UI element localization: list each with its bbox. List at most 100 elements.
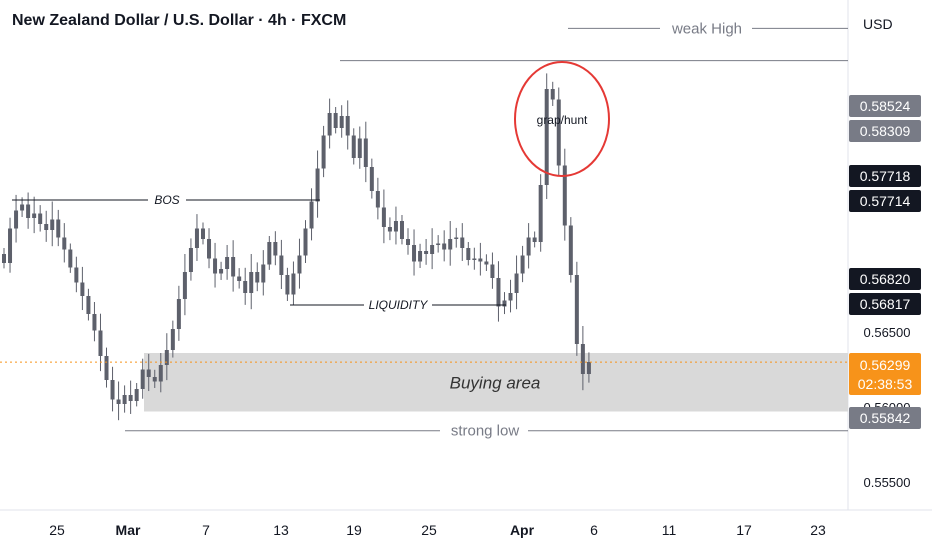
candle [231,240,236,292]
price-tick-label: 0.55500 [864,475,911,490]
candle [194,214,199,261]
buying-area-label: Buying area [450,373,541,392]
candle [38,205,43,232]
level-lines [12,27,848,432]
svg-text:0.57718: 0.57718 [860,168,911,184]
hunt-circle [514,61,610,177]
svg-text:0.58309: 0.58309 [860,123,911,139]
candle [176,285,181,341]
current-price-value: 0.56299 [860,357,911,373]
candle [454,227,459,248]
candle [2,248,6,269]
candle [62,223,67,263]
time-tick-label: 19 [346,522,362,538]
time-tick-label: Mar [116,522,141,538]
candle [586,352,591,383]
candle [255,262,260,292]
time-tick-label: 7 [202,522,210,538]
candle [381,189,386,244]
candle [74,256,79,293]
candle [219,261,224,280]
candle [26,192,31,229]
svg-text:0.56820: 0.56820 [860,271,911,287]
time-tick-label: Apr [510,522,535,538]
candle [436,235,441,253]
candle [327,98,332,149]
candle [424,239,429,265]
candle [321,125,326,178]
buying-zone-rect [144,353,848,412]
candle [363,121,368,183]
candle [261,250,266,296]
candle [562,148,567,241]
candle [412,229,417,276]
candle [116,381,121,421]
candle [243,267,248,305]
time-axis[interactable]: 25 Mar 7 13 19 25 Apr 6 11 17 23 [49,522,826,538]
price-tags: 0.58524 0.58309 0.57718 0.57714 0.56820 0.568… [849,95,921,429]
candle [580,326,585,391]
time-tick-label: 17 [736,522,752,538]
candle [170,320,175,358]
candle [484,254,489,271]
time-tick-label: 13 [273,522,289,538]
candle [357,126,362,169]
candle [508,279,513,313]
candle [273,231,278,266]
candle [86,288,91,321]
candle [182,254,187,316]
candle [448,221,453,266]
candle [291,261,296,306]
price-tag: 0.58524 [849,95,921,117]
candle [442,230,447,262]
candle [460,223,465,261]
candle [387,217,392,241]
price-tick-label: 0.56500 [864,325,911,340]
candle [550,81,555,106]
candle [574,261,579,356]
candle [110,366,115,412]
currency-selector[interactable]: USD [863,16,893,32]
candle [32,196,37,234]
candle [200,222,205,245]
candle [496,261,501,322]
buying-zone [144,353,848,412]
countdown-timer: 02:38:53 [858,376,913,392]
grap-hunt-label: grap/hunt [537,113,588,127]
current-price-tag: 0.56299 02:38:53 [849,353,921,395]
weak-high-label: weak High [671,20,742,37]
candle [237,268,242,289]
chart-title: New Zealand Dollar / U.S. Dollar · 4h · … [12,12,347,29]
level-labels: BOS LIQUIDITY weak High strong low [154,20,742,439]
candle [122,385,127,413]
time-tick-label: 11 [662,522,677,538]
svg-text:0.57714: 0.57714 [860,193,911,209]
candle [466,242,471,266]
candle [98,313,103,372]
candle [152,369,157,388]
price-tag: 0.57718 [849,165,921,187]
candle [225,245,230,280]
candle [502,292,507,315]
time-tick-label: 25 [49,522,65,538]
candle [44,210,49,242]
candle [92,302,97,342]
candle [369,158,374,199]
candle [8,217,13,273]
price-tag: 0.58309 [849,120,921,142]
candle [158,353,163,393]
candle [406,228,411,255]
candle [249,254,254,310]
candles [2,73,591,421]
candle [140,358,145,399]
candle [207,228,212,269]
candle [188,238,193,281]
svg-text:0.58524: 0.58524 [860,98,911,114]
candle [351,128,356,165]
candle [393,206,398,245]
candle [532,231,537,248]
candle [128,380,133,414]
candle [164,333,169,381]
price-tag: 0.57714 [849,190,921,212]
